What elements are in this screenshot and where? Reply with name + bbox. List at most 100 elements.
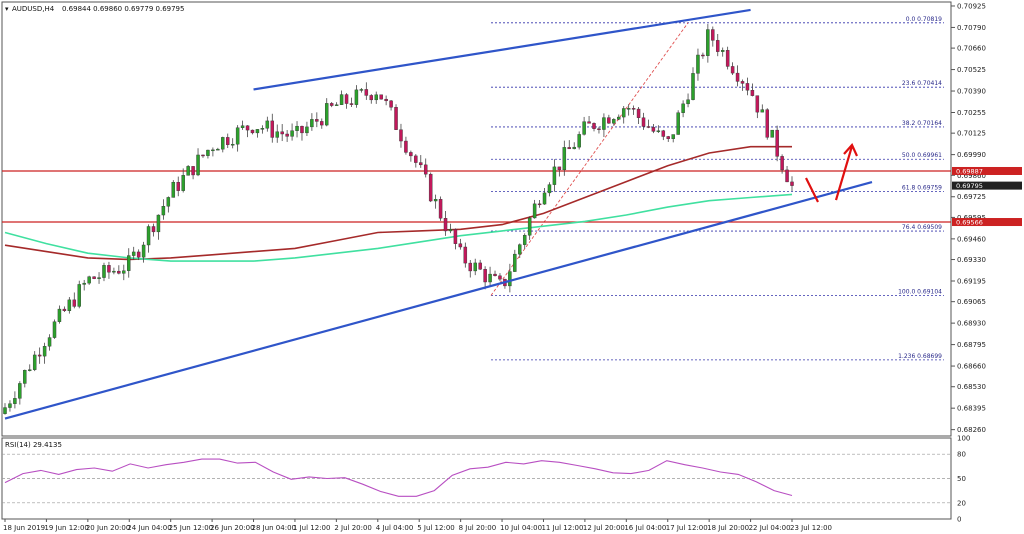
candle-bull — [334, 104, 339, 106]
candle-bear — [349, 103, 354, 105]
candle-bull — [433, 199, 438, 202]
candle-bear — [369, 95, 374, 101]
candle-bear — [394, 107, 398, 130]
fib-level-label: 23.6 0.70414 — [902, 80, 942, 87]
candle-bull — [760, 109, 765, 113]
candle-bear — [201, 154, 205, 157]
candle-bull — [230, 143, 235, 146]
price-tick-label: 0.70390 — [957, 88, 986, 96]
candle-bull — [112, 270, 116, 273]
candle-bull — [552, 166, 557, 185]
candle-bear — [557, 166, 562, 171]
rsi-axis-label: 80 — [957, 451, 966, 459]
candle-bear — [191, 166, 195, 176]
candle-bear — [780, 156, 784, 171]
candle-bull — [522, 235, 527, 245]
time-tick-label: 17 Jul 12:00 — [666, 524, 708, 532]
candle-bear — [498, 275, 502, 280]
time-tick-label: 26 Jun 20:00 — [210, 524, 254, 532]
candle-bear — [666, 136, 670, 139]
candle-bull — [696, 54, 700, 74]
price-tick-label: 0.69330 — [957, 256, 986, 264]
candle-bear — [250, 129, 255, 134]
price-tick-label: 0.68260 — [957, 426, 986, 434]
trendlines — [4, 8, 873, 420]
candle-bear — [329, 103, 334, 106]
price-tick-label: 0.69990 — [957, 151, 986, 159]
candle-bull — [42, 346, 47, 357]
price-tick-label: 0.69725 — [957, 193, 986, 201]
candle-bear — [280, 131, 284, 135]
candle-bear — [419, 162, 423, 166]
candle-bull — [290, 130, 294, 137]
price-tick-label: 0.70525 — [957, 66, 986, 74]
candle-bear — [245, 125, 250, 131]
candle-bear — [730, 66, 735, 74]
price-tick-label: 0.69065 — [957, 298, 986, 306]
time-tick-label: 8 Jul 20:00 — [459, 524, 497, 532]
candle-bear — [107, 265, 111, 273]
candle-bear — [428, 173, 433, 202]
candle-bull — [146, 226, 151, 246]
arrow-up-head — [843, 143, 859, 157]
candle-bull — [582, 121, 586, 135]
candle-bear — [438, 199, 443, 219]
price-tag-bg — [952, 181, 1022, 190]
price-axis: 0.70925 0.70790 0.70660 0.70525 0.70390 0.702… — [951, 2, 986, 434]
candle-bear — [537, 203, 542, 206]
candle-bear — [423, 164, 428, 175]
candle-bull — [656, 130, 661, 132]
candle-bull — [221, 137, 225, 150]
candle-bear — [607, 117, 611, 124]
candle-bear — [409, 152, 413, 157]
candle-bear — [468, 262, 473, 272]
candle-bull — [102, 265, 106, 278]
moving-averages — [4, 145, 793, 262]
candle-bear — [463, 246, 468, 264]
arrow-up-move — [834, 145, 854, 201]
candle-bull — [562, 147, 567, 171]
candle-bear — [701, 54, 705, 57]
fib-level-label: 50.0 0.69961 — [902, 152, 942, 159]
candle-bear — [443, 218, 448, 232]
time-tick-label: 22 Jul 04:00 — [749, 524, 791, 532]
candle-bull — [681, 103, 685, 113]
candle-bear — [735, 72, 740, 82]
candle-bull — [186, 166, 190, 176]
price-tag-text: 0.69887 — [956, 167, 983, 175]
time-tick-label: 5 Jul 12:00 — [417, 524, 455, 532]
candle-bull — [131, 251, 136, 256]
price-tick-label: 0.69595 — [957, 214, 986, 222]
candle-bull — [260, 128, 265, 130]
price-tick-label: 0.69195 — [957, 278, 986, 286]
candle-bull — [13, 398, 17, 404]
price-tick-label: 0.70125 — [957, 130, 986, 138]
candle-bull — [310, 119, 314, 128]
candle-bear — [62, 308, 67, 312]
fib-level-label: 61.8 0.69759 — [902, 184, 942, 191]
time-tick-label: 24 Jun 04:00 — [127, 524, 171, 532]
candle-bear — [151, 226, 156, 233]
candle-bear — [226, 137, 230, 145]
candle-bull — [156, 214, 161, 233]
candle-bull — [621, 108, 626, 118]
price-tick-label: 0.68930 — [957, 320, 986, 328]
rsi-axis-label: 100 — [957, 435, 970, 443]
chart-symbol: AUDUSD,H4 — [12, 5, 55, 13]
candle-bull — [161, 206, 166, 216]
fib-level-label: 0.0 0.70819 — [906, 16, 942, 23]
price-tick-label: 0.70790 — [957, 24, 986, 32]
candle-bull — [359, 89, 364, 91]
chart-menu-arrow[interactable]: ▾ — [5, 5, 9, 13]
candle-bull — [572, 146, 576, 150]
candle-bull — [235, 127, 240, 145]
candle-bull — [527, 217, 532, 236]
candle-bull — [339, 94, 344, 105]
rsi-axis-label: 20 — [957, 499, 966, 507]
candle-bull — [97, 277, 101, 279]
trendline-upper-channel — [253, 8, 751, 91]
candle-bear — [176, 182, 180, 191]
candle-bull — [206, 149, 210, 156]
candle-bear — [740, 81, 745, 84]
